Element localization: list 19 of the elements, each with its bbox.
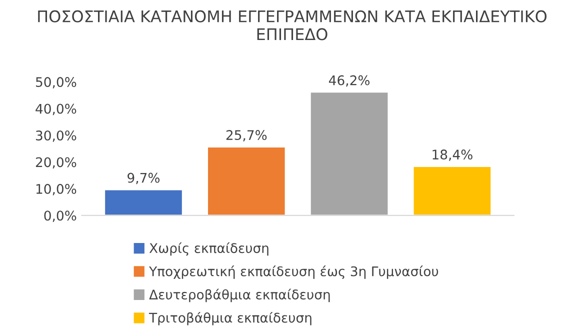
legend-label: Δευτεροβάθμια εκπαίδευση [149,288,330,302]
legend-label: Τριτοβάθμια εκπαίδευση [148,312,312,326]
y-tick-label: 10,0% [36,184,76,196]
legend-label: Υποχρεωτική εκπαίδευση έως 3η Γυμνασίου [149,266,438,279]
bar [104,188,184,216]
y-tick-label: 30,0% [36,130,76,142]
y-tick-label: 40,0% [36,104,76,116]
bar [309,91,390,216]
bar [412,166,492,216]
data-label: 46,2% [328,75,370,87]
bar [206,146,286,216]
data-label: 18,4% [432,150,472,161]
y-tick-label: 50,0% [36,77,76,88]
data-label: 9,7% [128,172,160,184]
y-tick-label: 20,0% [36,157,76,169]
y-tick-label: 0,0% [44,210,76,222]
chart-title: ΠΟΣΟΣΤΙΑΙΑ ΚΑΤΑΝΟΜΗ ΕΓΓΕΓΡΑΜΜΕΝΩΝ ΚΑΤΑ ΕΚΠΑΙΔΕΥΤΙΚΟ ΕΠΙΠΕΔΟ [38,10,547,40]
data-label: 25,7% [226,130,267,142]
legend-label: Χωρίς εκπαίδευση [149,242,268,256]
